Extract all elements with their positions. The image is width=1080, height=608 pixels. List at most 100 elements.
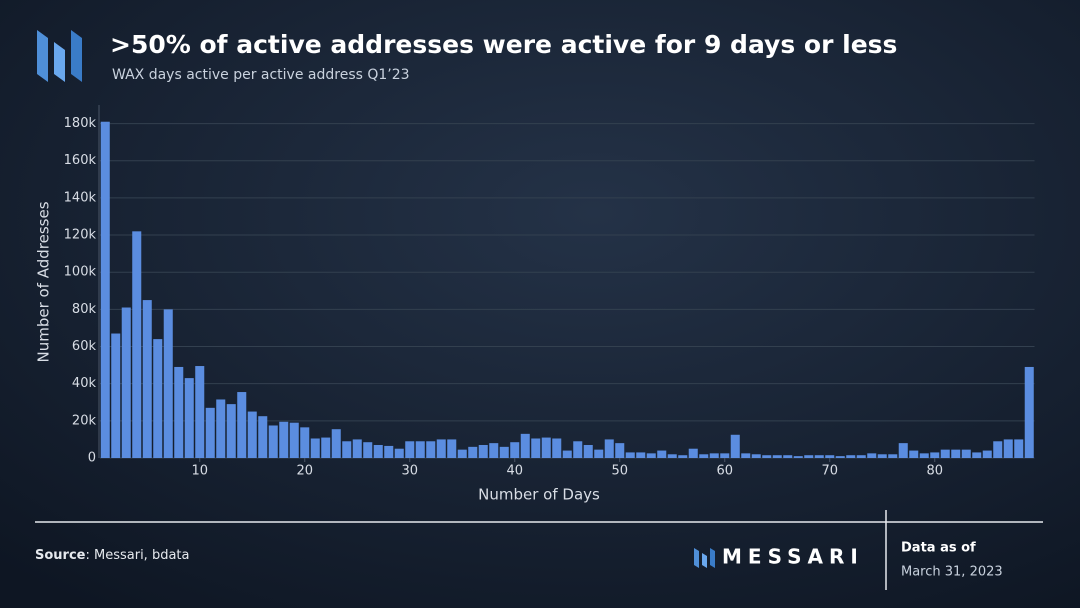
bar — [657, 450, 667, 458]
x-tick-label: 70 — [821, 464, 838, 479]
date-label: Data as of — [901, 541, 976, 556]
bar — [1003, 439, 1013, 458]
bar — [405, 441, 415, 458]
y-tick-label: 180k — [64, 116, 97, 131]
bar — [499, 446, 509, 458]
bar — [625, 452, 635, 458]
x-tick-label: 50 — [611, 464, 628, 479]
x-tick-label: 20 — [296, 464, 313, 479]
bar — [720, 453, 730, 458]
bar — [163, 309, 173, 458]
bar — [898, 443, 908, 458]
bar — [867, 453, 877, 458]
bar — [762, 455, 772, 458]
y-tick-label: 0 — [88, 451, 96, 466]
bar — [478, 444, 488, 458]
bar — [940, 449, 950, 458]
bar — [772, 455, 782, 458]
bar — [804, 455, 814, 458]
y-tick-label: 60k — [72, 339, 97, 354]
bar — [972, 452, 982, 458]
source: Source: Messari, bdata — [35, 548, 189, 563]
chart-title: >50% of active addresses were active for… — [110, 30, 897, 59]
bar — [730, 434, 740, 458]
bar — [226, 404, 236, 458]
bar — [741, 453, 751, 458]
y-tick-label: 40k — [72, 376, 97, 391]
bar — [342, 441, 352, 458]
bar — [216, 399, 226, 458]
bar — [489, 443, 499, 458]
bar — [667, 454, 677, 458]
bar — [153, 339, 163, 458]
source-label: Source — [35, 548, 86, 563]
bar — [300, 427, 310, 458]
bar — [195, 366, 205, 458]
x-tick-label: 30 — [401, 464, 418, 479]
bar — [289, 422, 299, 458]
bar — [825, 455, 835, 458]
bar — [121, 307, 131, 458]
bar — [604, 439, 614, 458]
bar — [352, 439, 362, 458]
source-text: : Messari, bdata — [85, 548, 189, 563]
bar — [562, 450, 572, 458]
bar — [909, 450, 919, 458]
bar — [877, 454, 887, 458]
x-tick-label: 10 — [191, 464, 208, 479]
bar — [531, 438, 541, 458]
bar — [447, 439, 457, 458]
bar — [331, 429, 341, 458]
bar — [846, 455, 856, 458]
bar — [835, 456, 845, 458]
bar — [961, 449, 971, 458]
bar — [132, 231, 142, 458]
bar — [594, 449, 604, 458]
y-tick-label: 140k — [64, 190, 97, 205]
bar — [205, 407, 215, 458]
x-tick-label: 40 — [506, 464, 523, 479]
brand-icon — [694, 548, 715, 568]
bar — [751, 454, 761, 458]
brand: MESSARI — [722, 545, 864, 569]
bar — [457, 449, 467, 458]
bar — [552, 438, 562, 458]
bar — [184, 378, 194, 458]
bar — [583, 444, 593, 458]
bar — [268, 425, 278, 458]
y-tick-label: 80k — [72, 302, 97, 317]
y-tick-label: 100k — [64, 265, 97, 280]
bar — [426, 441, 436, 458]
bar — [363, 442, 373, 458]
bar — [615, 443, 625, 458]
x-axis-label: Number of Days — [478, 486, 600, 504]
bar — [142, 300, 152, 458]
bar — [793, 456, 803, 458]
bar — [394, 448, 404, 458]
y-tick-label: 160k — [64, 153, 97, 168]
bar — [384, 445, 394, 458]
bar — [688, 448, 698, 458]
bar — [930, 452, 940, 458]
bar — [814, 455, 824, 458]
bar — [174, 366, 184, 458]
bar — [520, 433, 530, 458]
bar — [993, 441, 1003, 458]
bar — [373, 444, 383, 458]
x-tick-label: 80 — [926, 464, 943, 479]
bar — [100, 121, 110, 458]
bar — [111, 333, 121, 458]
y-axis-label: Number of Addresses — [35, 201, 53, 362]
bar — [919, 453, 929, 458]
bar — [541, 437, 551, 458]
bar — [888, 454, 898, 458]
bar — [636, 452, 646, 458]
bar — [699, 454, 709, 458]
bar — [678, 455, 688, 458]
bar — [247, 411, 257, 458]
y-tick-label: 20k — [72, 413, 97, 428]
bar — [709, 453, 719, 458]
bar — [415, 441, 425, 458]
